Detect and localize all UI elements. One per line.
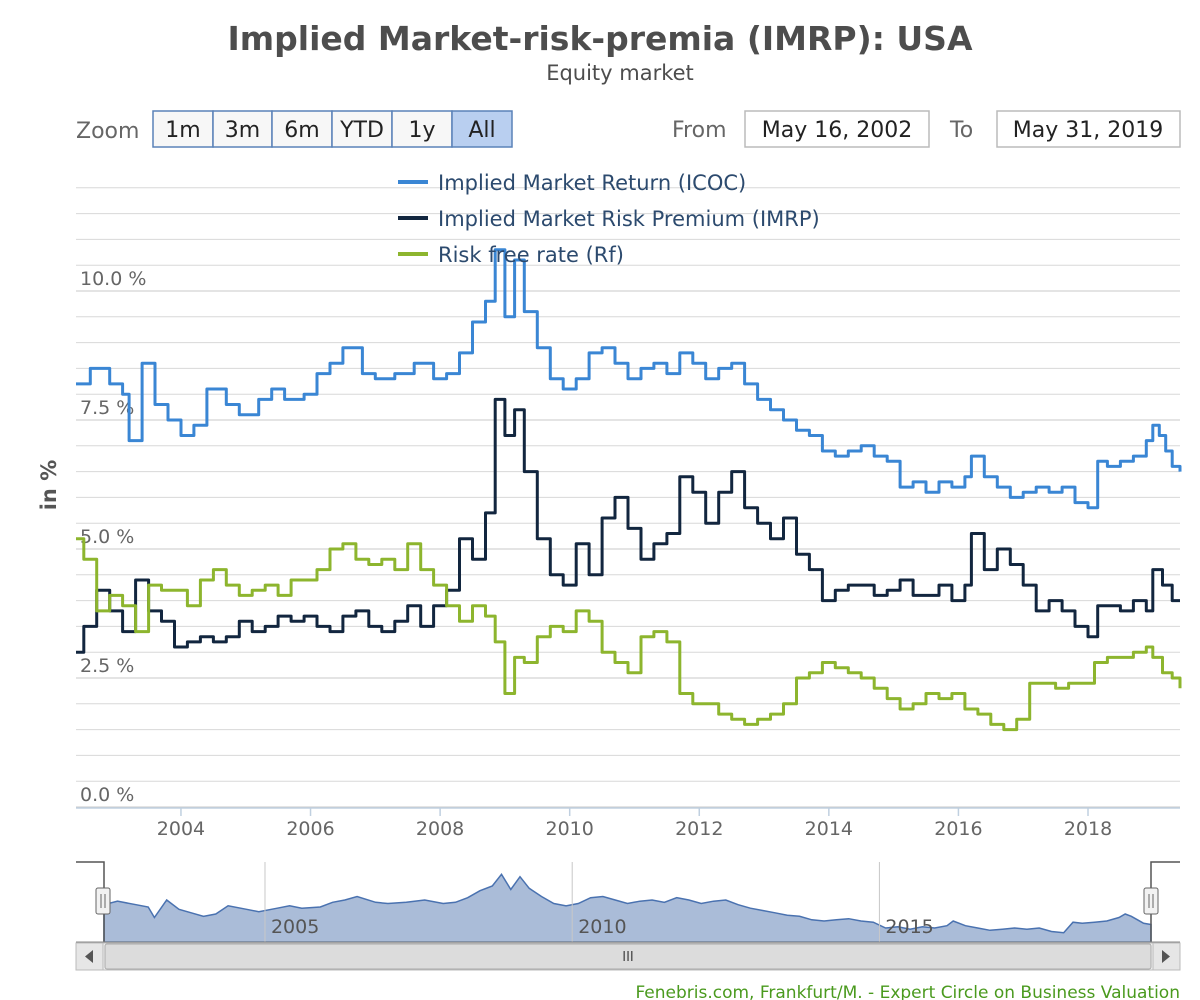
y-tick-label: 10.0 %	[80, 268, 146, 290]
zoom-button-label-all: All	[468, 118, 495, 143]
zoom-button-6m[interactable]	[271, 110, 333, 148]
x-tick-label: 2004	[157, 818, 205, 840]
navigator-tick-label: 2015	[885, 916, 933, 938]
zoom-button-label-3m: 3m	[225, 118, 260, 143]
zoom-button-label-6m: 6m	[284, 118, 319, 143]
series-line-3	[76, 537, 1182, 732]
to-date-input[interactable]	[996, 110, 1181, 148]
from-date-input[interactable]	[744, 110, 930, 148]
legend: Implied Market Return (ICOC) Implied Mark…	[398, 171, 820, 267]
x-tick-label: 2016	[934, 818, 982, 840]
y-tick-label: 2.5 %	[80, 655, 134, 677]
zoom-button-label-1m: 1m	[165, 118, 200, 143]
x-tick-label: 2010	[546, 818, 594, 840]
range-selector: Zoom 1m 3m 6m YTD 1y All From May 16, 2002 To…	[76, 110, 1181, 148]
navigator-left-handle[interactable]	[95, 887, 111, 915]
series-lines	[76, 248, 1182, 732]
y-axis-title: in %	[37, 460, 61, 511]
grid-lines	[76, 187, 1180, 809]
from-label: From	[672, 118, 727, 143]
y-axis-ticks: 0.0 % 2.5 % 5.0 % 7.5 % 10.0 %	[80, 268, 146, 806]
x-axis-ticks: 2004 2006 2008 2010 2012 2014 2016 2018	[157, 808, 1112, 840]
series-line-2	[76, 397, 1180, 654]
y-tick-label: 0.0 %	[80, 784, 134, 806]
x-tick-label: 2012	[675, 818, 723, 840]
navigator-right-outline	[1150, 861, 1180, 942]
scrollbar: III	[75, 942, 1181, 971]
zoom-button-label-1y: 1y	[408, 118, 435, 143]
navigator: 2005 2010 2015	[76, 861, 1180, 943]
to-label: To	[949, 118, 973, 143]
zoom-button-3m[interactable]	[212, 110, 273, 148]
credits-link[interactable]: Fenebris.com, Frankfurt/M. - Expert Circ…	[635, 983, 1180, 1000]
legend-item-label: Risk free rate (Rf)	[438, 243, 624, 267]
chart-title: Implied Market-risk-premia (IMRP): USA	[228, 19, 973, 58]
navigator-tick-label: 2010	[578, 916, 626, 938]
zoom-button-all[interactable]	[451, 110, 513, 148]
chart-subtitle: Equity market	[546, 61, 694, 85]
zoom-button-label-ytd: YTD	[339, 118, 384, 143]
from-date-value: May 16, 2002	[762, 118, 912, 143]
navigator-ticks: 2005 2010 2015	[264, 862, 934, 942]
navigator-left-outline	[76, 861, 105, 942]
navigator-right-handle[interactable]	[1143, 887, 1159, 915]
x-tick-label: 2018	[1064, 818, 1112, 840]
legend-item-label: Implied Market Return (ICOC)	[438, 171, 746, 195]
y-tick-label: 7.5 %	[80, 397, 134, 419]
x-tick-label: 2006	[286, 818, 334, 840]
zoom-button-1m[interactable]	[152, 110, 214, 148]
navigator-series-area	[103, 872, 1152, 943]
x-tick-label: 2008	[416, 818, 464, 840]
legend-item-label: Implied Market Risk Premium (IMRP)	[438, 207, 820, 231]
scroll-right-button[interactable]	[1152, 942, 1181, 971]
scrollbar-grip: III	[622, 950, 634, 965]
series-line-1	[76, 248, 1182, 510]
y-tick-label: 5.0 %	[80, 526, 134, 548]
scroll-left-button[interactable]	[75, 942, 104, 971]
scroll-right-arrow-icon	[1162, 950, 1170, 963]
zoom-button-1y[interactable]	[391, 110, 453, 148]
scroll-left-arrow-icon	[85, 950, 93, 963]
x-tick-label: 2014	[805, 818, 853, 840]
scrollbar-thumb[interactable]	[104, 943, 1152, 970]
to-date-value: May 31, 2019	[1013, 118, 1163, 143]
zoom-buttons: 1m 3m 6m YTD 1y All	[152, 110, 513, 148]
navigator-tick-label: 2005	[271, 916, 319, 938]
zoom-label: Zoom	[76, 119, 139, 144]
